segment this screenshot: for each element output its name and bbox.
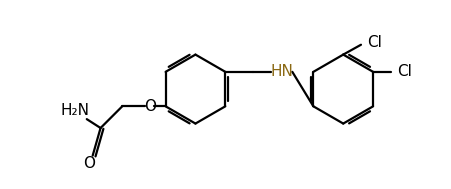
Text: Cl: Cl [396, 64, 411, 79]
Text: O: O [83, 156, 95, 171]
Text: O: O [143, 99, 156, 114]
Text: Cl: Cl [366, 35, 381, 50]
Text: HN: HN [269, 64, 292, 79]
Text: H₂N: H₂N [60, 103, 89, 118]
